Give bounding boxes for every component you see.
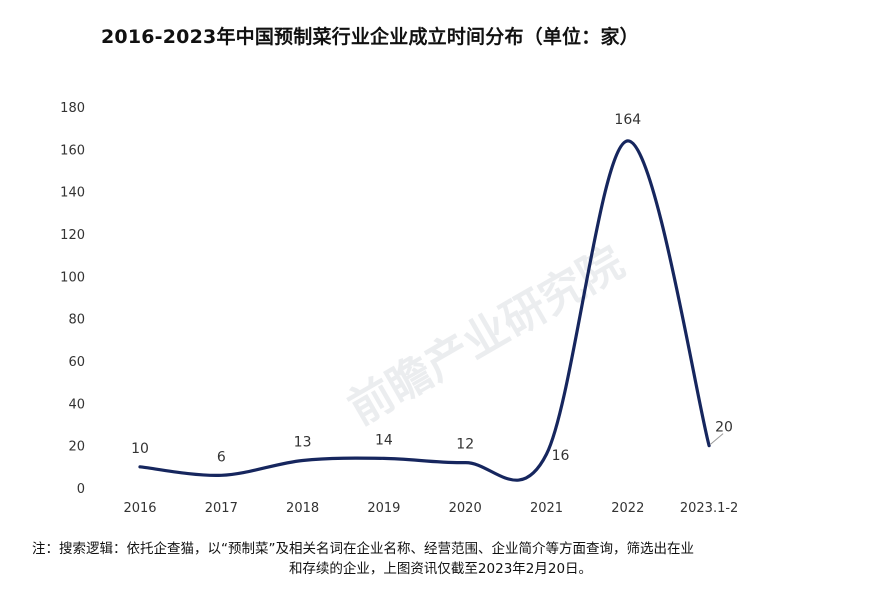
y-tick-label: 100 [60,270,85,285]
x-tick-label: 2016 [123,501,156,516]
x-tick-label: 2022 [611,501,644,516]
y-axis: 0 20 40 60 80 100 120 140 160 180 [60,101,85,497]
y-tick-label: 20 [68,440,85,455]
data-label: 13 [294,434,312,450]
data-label: 12 [456,437,474,453]
chart-title: 2016-2023年中国预制菜行业企业成立时间分布（单位：家） [101,26,639,48]
x-tick-label: 2017 [205,501,238,516]
footnote-line-1: 注：搜索逻辑：依托企查猫，以“预制菜”及相关名词在企业名称、经营范围、企业简介等… [32,541,694,557]
y-tick-label: 0 [77,482,85,497]
y-tick-label: 40 [68,397,85,412]
y-tick-label: 60 [68,355,85,370]
data-label: 164 [614,112,641,128]
y-tick-label: 140 [60,186,85,201]
data-label: 6 [217,449,226,465]
x-tick-label: 2018 [286,501,319,516]
x-tick-label: 2023.1-2 [680,501,738,516]
data-label: 20 [715,420,733,436]
data-label: 10 [131,441,149,457]
data-label-leader [709,433,724,446]
data-label: 14 [375,432,393,448]
y-tick-label: 80 [68,313,85,328]
series-line [138,139,711,482]
y-tick-label: 180 [60,101,85,116]
data-label: 16 [552,448,570,464]
data-labels: 10 6 13 14 12 16 164 20 [131,112,733,465]
y-tick-label: 160 [60,143,85,158]
footnote-line-2: 和存续的企业，上图资讯仅截至2023年2月20日。 [288,561,593,577]
series [138,139,711,482]
y-tick-label: 120 [60,228,85,243]
x-tick-label: 2019 [367,501,400,516]
x-axis: 2016 2017 2018 2019 2020 2021 2022 2023.1-2 [123,501,738,516]
x-tick-label: 2020 [449,501,482,516]
x-tick-label: 2021 [530,501,563,516]
